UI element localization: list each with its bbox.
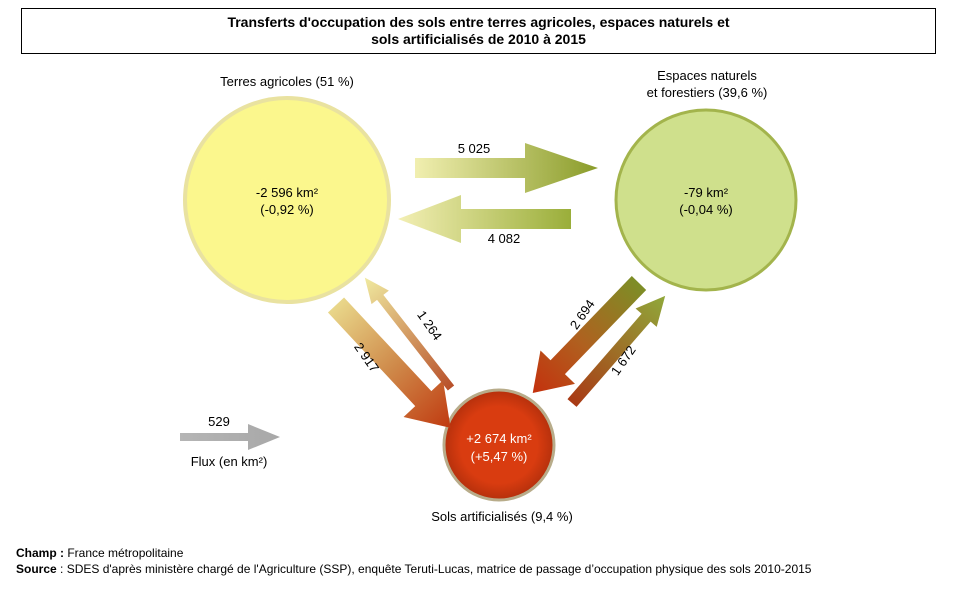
node-natural <box>614 108 798 292</box>
artificial-change: +2 674 km² <box>466 431 532 446</box>
arrow-nat-to-art <box>532 276 647 394</box>
flow-label-nat-to-agri: 4 082 <box>488 231 521 246</box>
natural-name-line1: Espaces naturels <box>657 68 757 83</box>
legend-arrow <box>180 424 280 450</box>
champ-note: Champ : France métropolitaine <box>16 545 811 561</box>
natural-pct: (-0,04 %) <box>679 202 732 217</box>
arrow-nat-to-agri <box>398 195 571 243</box>
source-value: : SDES d'après ministère chargé de l'Agr… <box>56 562 812 576</box>
title-line-2: sols artificialisés de 2010 à 2015 <box>371 31 586 47</box>
arrow-art-to-agri <box>364 277 455 391</box>
arrow-agri-to-nat <box>415 143 598 193</box>
champ-value: France métropolitaine <box>64 546 184 560</box>
artificial-name: Sols artificialisés (9,4 %) <box>431 509 573 524</box>
arrow-agri-to-art <box>327 297 451 428</box>
node-artificial <box>442 388 556 502</box>
source-note: Source : SDES d'après ministère chargé d… <box>16 561 811 577</box>
agricultural-pct: (-0,92 %) <box>260 202 313 217</box>
agricultural-name: Terres agricoles (51 %) <box>220 74 354 89</box>
artificial-pct: (+5,47 %) <box>471 449 528 464</box>
legend-value: 529 <box>208 414 230 429</box>
flow-label-agri-to-nat: 5 025 <box>458 141 491 156</box>
legend-label: Flux (en km²) <box>191 454 268 469</box>
node-agricultural <box>183 96 391 304</box>
champ-label: Champ : <box>16 546 64 560</box>
notes: Champ : France métropolitaine Source : S… <box>16 545 811 577</box>
title-box: Transferts d'occupation des sols entre t… <box>21 8 936 54</box>
arrow-art-to-nat <box>567 295 666 407</box>
flow-label-art-to-agri: 1 264 <box>414 308 445 343</box>
agricultural-change: -2 596 km² <box>256 185 319 200</box>
natural-change: -79 km² <box>684 185 729 200</box>
title-line-1: Transferts d'occupation des sols entre t… <box>227 14 730 30</box>
natural-name-line2: et forestiers (39,6 %) <box>647 85 768 100</box>
source-label: Source <box>16 562 57 576</box>
